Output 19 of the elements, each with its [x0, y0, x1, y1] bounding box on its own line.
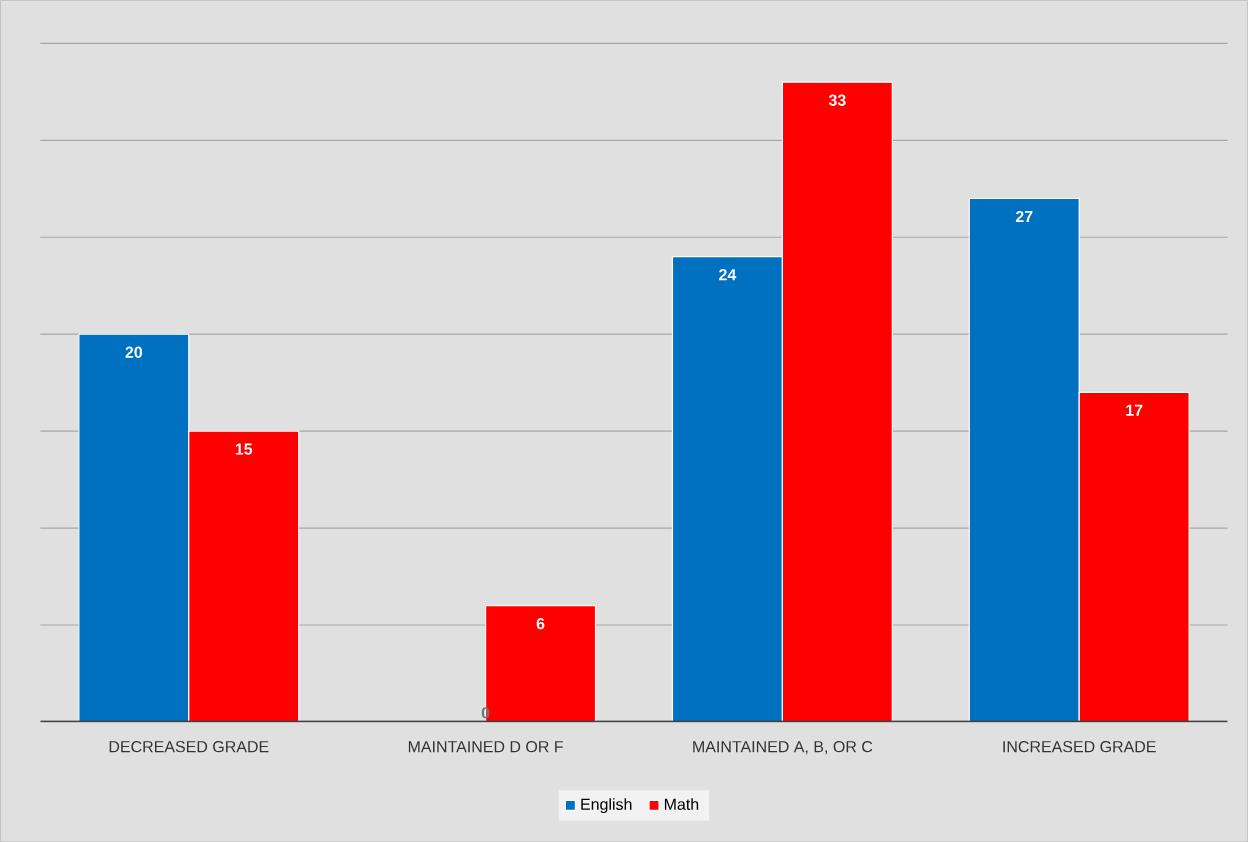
x-tick-label: INCREASED GRADE — [1003, 740, 1156, 753]
x-tick-label: DECREASED GRADE — [109, 740, 269, 753]
bar — [782, 82, 893, 722]
bar — [188, 430, 300, 722]
legend-label: Math — [664, 798, 699, 810]
legend-label: English — [581, 798, 632, 813]
bar — [968, 197, 1080, 722]
bar — [672, 256, 783, 722]
bar — [1078, 391, 1190, 722]
data-label: 33 — [828, 94, 846, 106]
data-label: 17 — [1126, 404, 1143, 416]
x-tick-label: MAINTAINED D OR F — [408, 740, 563, 753]
data-label: 15 — [235, 443, 253, 455]
bar — [78, 333, 190, 722]
data-label: 20 — [125, 346, 143, 358]
x-tick-label: MAINTAINED A, B, OR C — [693, 740, 873, 755]
data-label: 24 — [719, 268, 737, 281]
data-label: 27 — [1015, 210, 1033, 222]
data-label: 6 — [536, 617, 545, 630]
